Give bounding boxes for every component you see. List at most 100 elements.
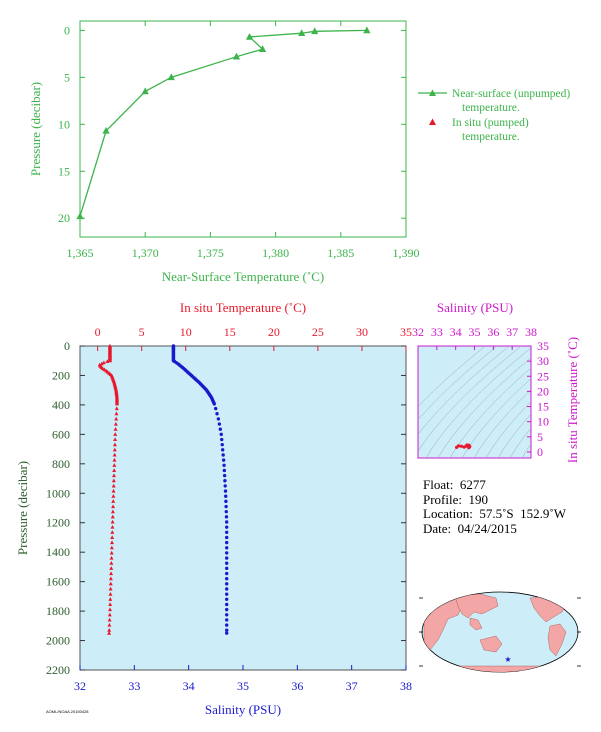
temp-axis-tick-label: 10 (180, 325, 192, 339)
temp-point (112, 468, 117, 472)
main-y-tick-label: 200 (52, 368, 70, 382)
ts-x-tick-label: 36 (487, 325, 499, 339)
top-chart: 1,365 1,370 1,375 1,380 1,385 1,390 0 5 10 15 20 N… (28, 20, 570, 284)
sal-axis-tick-label: 32 (74, 679, 86, 693)
ts-x-tick-label: 38 (525, 325, 537, 339)
ts-contour-line (497, 413, 531, 458)
sal-point (225, 618, 229, 622)
temp-point (109, 566, 114, 570)
sal-point (222, 463, 226, 467)
main-y-tick-label: 1600 (46, 575, 70, 589)
ts-contour-line (418, 346, 510, 435)
main-chart-frame (79, 345, 407, 671)
top-chart-xlabel: Near-Surface Temperature (˚C) (162, 269, 324, 284)
ts-y-tick-label: 10 (537, 415, 549, 429)
sal-point (225, 597, 229, 602)
float-info: Float: 6277 Profile: 190 Location: 57.5˚… (423, 477, 566, 536)
ts-inset-frame (417, 345, 532, 459)
temp-point (99, 361, 104, 366)
temp-point (113, 421, 118, 426)
temp-point (110, 509, 115, 514)
near-surface-temp-point (141, 87, 149, 95)
temp-point (109, 545, 114, 550)
main-y-tick-label: 1000 (46, 486, 70, 500)
sal-point (216, 417, 221, 421)
ts-contour-line (437, 357, 531, 458)
sal-axis-tick-label: 34 (183, 679, 195, 693)
temp-point (114, 416, 119, 421)
ts-contour-line (418, 346, 522, 452)
sal-point (225, 628, 229, 632)
main-chart: 0200400600800100012001400160018002000220… (15, 300, 412, 717)
temp-point (112, 473, 116, 478)
main-ylabel: Pressure (decibar) (15, 461, 30, 555)
near-surface-temp-line (79, 29, 367, 217)
top-x-tick-label: 1,390 (393, 246, 420, 260)
sal-point (222, 468, 227, 473)
temp-point (108, 602, 113, 607)
temp-point (108, 607, 112, 612)
sal-point (225, 571, 229, 576)
sal-point (220, 437, 224, 442)
top-y-tick-label: 15 (58, 164, 70, 178)
ts-contour-line (418, 346, 486, 408)
top-x-tick-label: 1,380 (262, 246, 289, 260)
map-land-antarctica (429, 665, 571, 672)
temp-point (108, 591, 113, 596)
sal-point (215, 412, 219, 416)
legend-series2-line2: temperature. (462, 131, 520, 143)
temp-point (110, 535, 115, 539)
ts-x-tick-label: 35 (469, 325, 481, 339)
ts-contour-line (521, 443, 531, 458)
temp-point (109, 550, 114, 555)
main-chart-ticks: 0200400600800100012001400160018002000220… (46, 325, 412, 693)
ts-contour-line (473, 389, 531, 458)
float-location: Location: 57.5˚S 152.9˚W (423, 506, 566, 521)
sal-point (225, 540, 229, 545)
sal-point (223, 489, 228, 493)
near-surface-temp-point (298, 29, 306, 37)
temp-point (113, 432, 118, 436)
temp-point (110, 514, 115, 519)
ts-contour-line (418, 346, 498, 421)
top-y-tick-label: 20 (58, 211, 70, 225)
main-y-tick-label: 0 (64, 339, 70, 353)
near-surface-temp-point (363, 26, 371, 34)
main-y-tick-label: 2200 (46, 663, 70, 677)
main-y-tick-label: 1200 (46, 516, 70, 530)
sal-point (225, 602, 229, 607)
main-y-tick-label: 1800 (46, 604, 70, 618)
sal-axis-tick-label: 38 (400, 679, 412, 693)
sal-point (224, 499, 228, 504)
ts-point (456, 444, 461, 448)
temperature-profile (97, 343, 119, 635)
top-chart-ylabel: Pressure (decibar) (28, 82, 43, 176)
float-location-star-icon: ★ (504, 655, 511, 664)
ts-y-tick-label: 25 (537, 369, 549, 383)
near-surface-temp-point (245, 32, 254, 40)
sal-point (224, 520, 229, 524)
sal-point (213, 406, 218, 411)
temp-point (107, 628, 112, 632)
sal-point (225, 592, 229, 596)
legend-series1-line2: temperature. (462, 102, 520, 114)
main-y-tick-label: 1400 (46, 545, 70, 559)
main-y-tick-label: 2000 (46, 634, 70, 648)
temp-axis-tick-label: 0 (95, 325, 101, 339)
ts-x-tick-label: 34 (450, 325, 462, 339)
temp-point (112, 452, 117, 457)
temp-point (113, 437, 118, 442)
temp-point (108, 581, 113, 586)
temp-point (112, 463, 117, 467)
top-x-tick-label: 1,385 (327, 246, 354, 260)
ts-x-tick-label: 37 (506, 325, 518, 339)
footer-tag: AOML/NOAA 20150428 (46, 709, 89, 714)
temp-point (110, 530, 115, 534)
temp-point (112, 457, 117, 462)
temp-point (115, 401, 119, 406)
temp-point (112, 442, 117, 447)
near-surface-temp-point (232, 52, 241, 60)
top-x-tick-label: 1,375 (197, 246, 224, 260)
sal-point (221, 453, 225, 457)
